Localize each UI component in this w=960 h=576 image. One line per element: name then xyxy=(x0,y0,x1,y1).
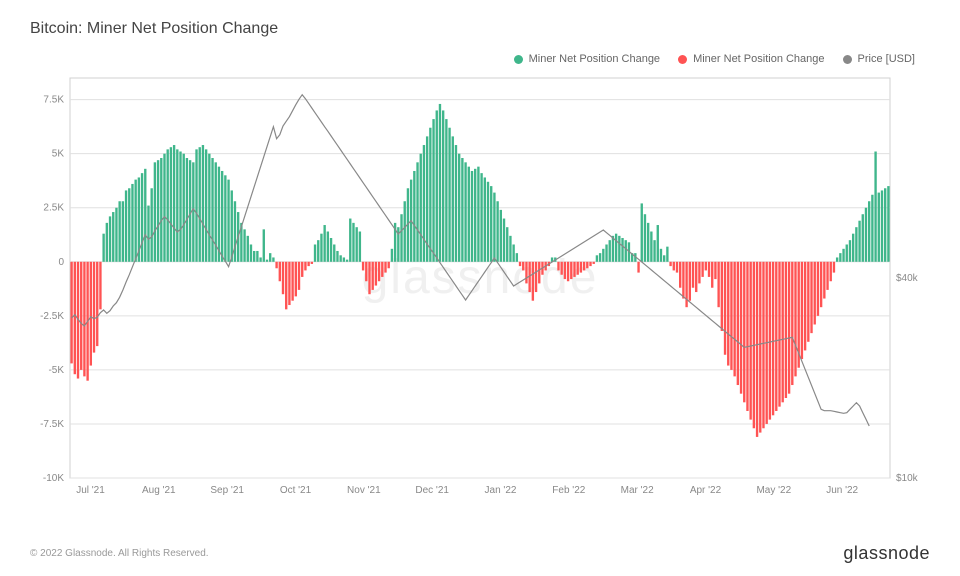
chart-container: Bitcoin: Miner Net Position Change Miner… xyxy=(0,0,960,576)
svg-text:-5K: -5K xyxy=(48,365,64,376)
svg-text:Jul '21: Jul '21 xyxy=(76,485,105,496)
chart-svg: glassnode -10K -7.5K -5K -2.5K 0 2.5K 5K 7.5K $10… xyxy=(30,73,935,503)
svg-text:$40k: $40k xyxy=(896,273,919,284)
svg-text:2.5K: 2.5K xyxy=(43,203,64,214)
copyright-text: © 2022 Glassnode. All Rights Reserved. xyxy=(30,548,209,559)
footer: © 2022 Glassnode. All Rights Reserved. g… xyxy=(30,543,930,564)
svg-text:Sep '21: Sep '21 xyxy=(210,485,244,496)
svg-text:-7.5K: -7.5K xyxy=(40,419,64,430)
svg-text:Nov '21: Nov '21 xyxy=(347,485,381,496)
legend-label-negative: Miner Net Position Change xyxy=(693,53,824,65)
legend-label-price: Price [USD] xyxy=(858,53,915,65)
svg-text:5K: 5K xyxy=(52,149,65,160)
svg-text:Jun '22: Jun '22 xyxy=(826,485,858,496)
svg-text:7.5K: 7.5K xyxy=(43,95,64,106)
svg-text:Oct '21: Oct '21 xyxy=(280,485,312,496)
svg-text:Aug '21: Aug '21 xyxy=(142,485,176,496)
svg-text:-10K: -10K xyxy=(43,473,64,484)
chart-title: Bitcoin: Miner Net Position Change xyxy=(30,20,935,38)
svg-text:glassnode: glassnode xyxy=(362,251,599,304)
svg-text:$10k: $10k xyxy=(896,473,919,484)
svg-text:Apr '22: Apr '22 xyxy=(690,485,722,496)
legend-label-positive: Miner Net Position Change xyxy=(529,53,660,65)
svg-text:Mar '22: Mar '22 xyxy=(621,485,654,496)
svg-text:0: 0 xyxy=(58,257,64,268)
legend-swatch-price xyxy=(843,55,852,64)
brand-logo: glassnode xyxy=(843,543,930,564)
svg-text:May '22: May '22 xyxy=(756,485,791,496)
legend-item-price: Price [USD] xyxy=(843,53,915,65)
legend: Miner Net Position Change Miner Net Posi… xyxy=(30,53,935,65)
legend-item-negative: Miner Net Position Change xyxy=(678,53,824,65)
svg-text:-2.5K: -2.5K xyxy=(40,311,64,322)
legend-swatch-positive xyxy=(514,55,523,64)
legend-swatch-negative xyxy=(678,55,687,64)
svg-text:Feb '22: Feb '22 xyxy=(552,485,585,496)
legend-item-positive: Miner Net Position Change xyxy=(514,53,660,65)
svg-text:Jan '22: Jan '22 xyxy=(485,485,517,496)
svg-text:Dec '21: Dec '21 xyxy=(415,485,449,496)
